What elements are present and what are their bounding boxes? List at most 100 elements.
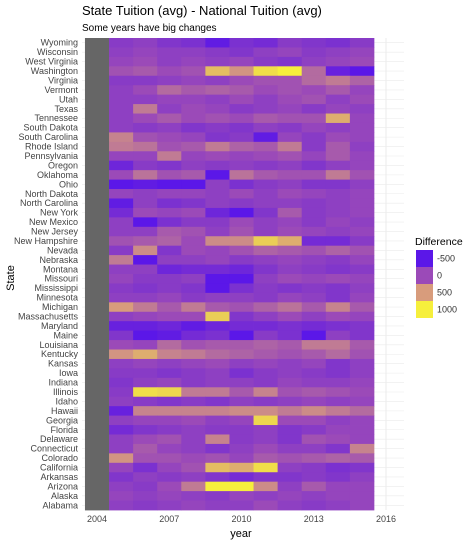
heatmap-cell bbox=[133, 425, 158, 435]
heatmap-cell bbox=[181, 311, 206, 322]
heatmap-cell bbox=[229, 472, 254, 483]
heatmap-cell bbox=[253, 274, 279, 284]
heatmap-cell bbox=[277, 47, 303, 58]
heatmap-cell bbox=[157, 94, 182, 105]
heatmap-cell bbox=[157, 47, 182, 58]
heatmap-cell bbox=[325, 443, 351, 454]
heatmap-cell bbox=[133, 170, 158, 180]
y-tick-label: Georgia bbox=[46, 415, 78, 425]
heatmap-cell bbox=[325, 491, 351, 501]
y-tick-label: Iowa bbox=[59, 368, 78, 378]
heatmap-cell bbox=[205, 151, 230, 162]
heatmap-cell bbox=[325, 207, 351, 218]
heatmap-cell bbox=[109, 425, 134, 435]
heatmap-cell bbox=[181, 453, 206, 464]
heatmap-cell bbox=[181, 179, 206, 190]
heatmap-cell bbox=[277, 179, 303, 190]
y-tick-label: Wyoming bbox=[41, 38, 78, 48]
heatmap-cell bbox=[84, 38, 110, 48]
heatmap-cell bbox=[205, 415, 230, 426]
heatmap-cell bbox=[349, 302, 375, 313]
heatmap-cell bbox=[253, 368, 279, 379]
heatmap-cell bbox=[253, 198, 279, 209]
heatmap-cell bbox=[181, 377, 206, 388]
heatmap-cell bbox=[181, 207, 206, 218]
heatmap-cell bbox=[84, 387, 110, 398]
heatmap-cell bbox=[157, 113, 182, 124]
heatmap-cell bbox=[253, 491, 279, 501]
heatmap-cell bbox=[325, 75, 351, 86]
heatmap-cell bbox=[229, 104, 254, 114]
heatmap-cell bbox=[133, 226, 158, 237]
heatmap-cell bbox=[349, 160, 375, 171]
heatmap-cell bbox=[133, 47, 158, 58]
heatmap-cell bbox=[229, 481, 254, 492]
heatmap-cell bbox=[133, 453, 158, 464]
heatmap-cell bbox=[301, 132, 327, 143]
heatmap-cell bbox=[277, 415, 303, 426]
y-tick-label: Oklahoma bbox=[37, 170, 78, 180]
heatmap-cell bbox=[205, 311, 230, 322]
heatmap-cell bbox=[133, 113, 158, 124]
heatmap-cell bbox=[205, 500, 230, 511]
heatmap-cell bbox=[229, 406, 254, 416]
heatmap-cell bbox=[253, 66, 279, 77]
heatmap-cell bbox=[133, 292, 158, 303]
heatmap-cell bbox=[277, 94, 303, 105]
heatmap-cell bbox=[229, 160, 254, 171]
y-tick-label: West Virginia bbox=[25, 57, 78, 67]
heatmap-cell bbox=[205, 264, 230, 275]
heatmap-cell bbox=[349, 443, 375, 454]
heatmap-cell bbox=[84, 56, 110, 67]
y-tick-label: New Hampshire bbox=[14, 236, 78, 246]
heatmap-cell bbox=[277, 170, 303, 180]
heatmap-cell bbox=[325, 217, 351, 228]
heatmap-cell bbox=[277, 75, 303, 86]
heatmap-cell bbox=[109, 264, 134, 275]
heatmap-cell bbox=[325, 472, 351, 483]
heatmap-cell bbox=[109, 387, 134, 398]
heatmap-cell bbox=[229, 113, 254, 124]
heatmap-cell bbox=[157, 358, 182, 369]
y-tick-label: Mississippi bbox=[34, 283, 78, 293]
heatmap-cell bbox=[84, 245, 110, 256]
heatmap-cell bbox=[277, 38, 303, 48]
heatmap-cell bbox=[205, 160, 230, 171]
heatmap-cell bbox=[181, 217, 206, 228]
heatmap-cell bbox=[157, 245, 182, 256]
heatmap-cell bbox=[253, 358, 279, 369]
heatmap-cell bbox=[84, 226, 110, 237]
heatmap-cell bbox=[205, 38, 230, 48]
heatmap-cell bbox=[133, 311, 158, 322]
heatmap-cell bbox=[205, 189, 230, 199]
heatmap-cell bbox=[84, 189, 110, 199]
heatmap-cell bbox=[157, 425, 182, 435]
heatmap-cell bbox=[253, 292, 279, 303]
heatmap-cell bbox=[109, 311, 134, 322]
heatmap-cell bbox=[205, 236, 230, 247]
heatmap-cell bbox=[325, 151, 351, 162]
heatmap-cell bbox=[181, 481, 206, 492]
chart-subtitle: Some years have big changes bbox=[82, 23, 217, 34]
heatmap-cell bbox=[205, 198, 230, 209]
heatmap-cell bbox=[109, 500, 134, 511]
heatmap-cell bbox=[157, 207, 182, 218]
heatmap-cell bbox=[301, 104, 327, 114]
heatmap-cell bbox=[205, 56, 230, 67]
heatmap-cell bbox=[349, 321, 375, 332]
heatmap-cell bbox=[157, 189, 182, 199]
legend-label: 500 bbox=[437, 288, 452, 298]
heatmap-cell bbox=[229, 170, 254, 180]
heatmap-cell bbox=[109, 132, 134, 143]
heatmap-cell bbox=[133, 207, 158, 218]
heatmap-cell bbox=[84, 207, 110, 218]
heatmap-cell bbox=[109, 453, 134, 464]
legend-key bbox=[416, 301, 433, 318]
heatmap-cell bbox=[301, 481, 327, 492]
heatmap-cell bbox=[157, 38, 182, 48]
heatmap-cell bbox=[84, 491, 110, 501]
heatmap-cell bbox=[181, 368, 206, 379]
heatmap-cell bbox=[157, 198, 182, 209]
heatmap-cell bbox=[229, 56, 254, 67]
heatmap-cell bbox=[181, 406, 206, 416]
